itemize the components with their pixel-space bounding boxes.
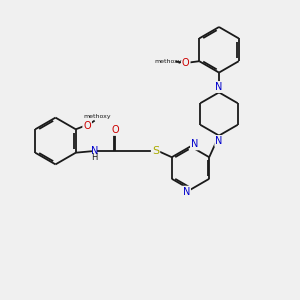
Text: N: N: [215, 82, 223, 92]
Text: O: O: [182, 58, 190, 68]
Text: O: O: [112, 125, 119, 135]
Text: N: N: [215, 136, 223, 146]
Text: O: O: [83, 121, 91, 131]
Text: methoxy: methoxy: [84, 114, 112, 118]
Text: N: N: [183, 187, 190, 197]
Text: N: N: [191, 139, 198, 149]
Text: N: N: [91, 146, 98, 156]
Text: methoxy: methoxy: [155, 59, 182, 64]
Text: S: S: [152, 146, 159, 156]
Text: H: H: [91, 153, 98, 162]
